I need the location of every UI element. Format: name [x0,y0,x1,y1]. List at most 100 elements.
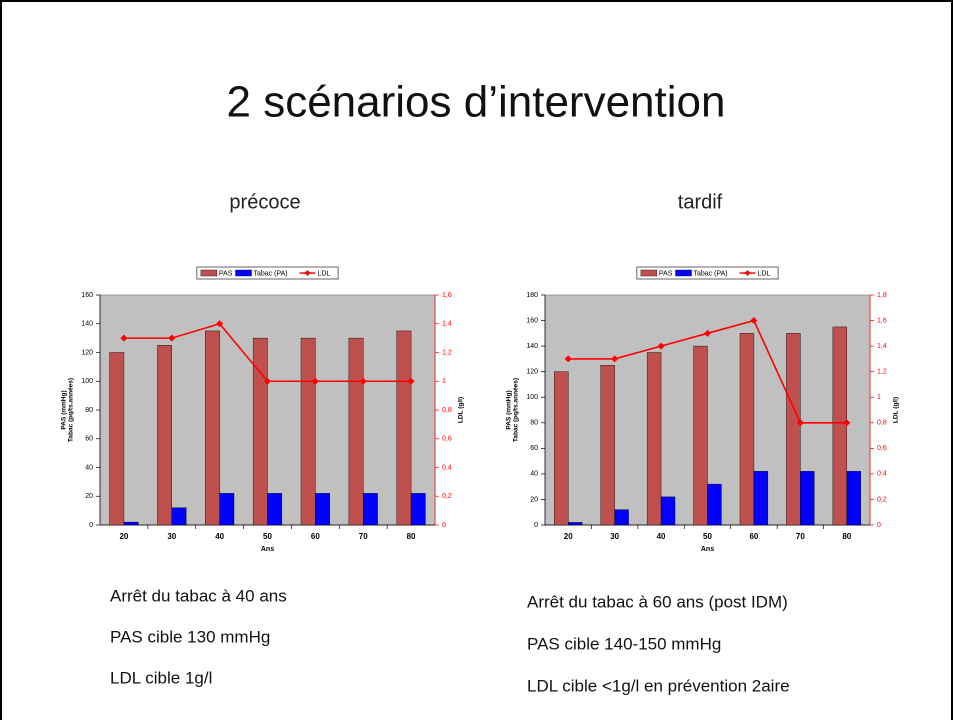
legend-label: PAS [659,270,673,277]
note: PAS cible 140-150 mmHg [527,634,721,653]
y-tick-label: 60 [85,436,93,443]
y2-tick-label: 1,2 [877,369,887,376]
note: Arrêt du tabac à 40 ans [110,586,287,605]
bar [707,483,722,526]
y-tick-label: 100 [81,378,93,385]
ldl-marker [750,317,758,325]
y-tick-label: 60 [530,445,538,452]
bar [315,493,330,526]
note: Arrêt du tabac à 60 ans (post IDM) [527,592,788,611]
y-tick-label: 120 [81,349,93,356]
ldl-marker [216,320,224,328]
y-tick-label: 40 [530,471,538,478]
ldl-marker [359,377,367,385]
y-tick-label: 20 [85,493,93,500]
y-tick-label: 80 [530,420,538,427]
y2-tick-label: 1,6 [877,317,887,324]
bar [846,471,861,526]
y-tick-label: 120 [526,369,538,376]
ldl-marker [704,329,711,337]
y-axis-label: Tabac (pq/ts.années) [513,378,520,442]
legend-swatch [675,269,692,277]
bar [219,493,235,526]
x-axis-label: Ans [701,546,714,553]
bar [396,330,412,526]
x-tick-label: 60 [311,532,320,541]
y2-tick-label: 0,2 [877,496,887,503]
y2-tick-label: 0,4 [442,464,452,471]
y-tick-label: 0 [534,522,538,529]
y-axis-label: PAS (mmHg) [61,390,68,429]
bar [123,521,139,526]
y-axis-label: PAS (mmHg) [506,390,513,429]
bar [753,471,769,526]
y-tick-label: 140 [526,343,538,350]
bar [660,496,676,526]
bar [410,493,426,526]
x-tick-label: 80 [842,532,851,541]
ldl-marker [796,419,804,427]
slide-title: 2 scénarios d’intervention [227,78,726,127]
y-tick-label: 0 [89,522,93,529]
bar [348,337,364,526]
y-tick-label: 160 [526,317,538,324]
x-tick-label: 60 [749,532,758,541]
ldl-marker [657,342,665,350]
y2-tick-label: 1,8 [877,292,887,299]
bar [832,326,847,526]
chart-subtitle: tardif [678,191,723,213]
legend-swatch [235,269,252,277]
legend-label: Tabac (PA) [254,270,288,277]
x-tick-label: 30 [610,532,619,541]
ldl-marker [407,377,415,385]
x-tick-label: 70 [796,532,805,541]
bar [205,330,220,526]
x-tick-label: 70 [359,532,368,541]
y2-axis-label: LDL (g/l) [893,397,900,423]
legend-box [636,266,779,280]
y-tick-label: 140 [81,321,93,328]
y-axis-label: Tabac (pq/ts.années) [68,378,75,442]
y-tick-label: 80 [85,407,93,414]
bar [363,493,378,526]
legend: PAS Tabac (PA) LDL [196,266,339,280]
chart-subtitle: précoce [229,191,300,213]
y2-tick-label: 1,2 [442,349,452,356]
ldl-marker [843,419,851,427]
bar [786,333,801,526]
note: LDL cible 1g/l [110,668,212,687]
legend-label: LDL [318,270,331,277]
ldl-marker [120,334,128,342]
legend-label: LDL [758,270,771,277]
y2-tick-label: 1 [442,378,446,385]
y2-tick-label: 1,4 [877,343,887,350]
y2-tick-label: 0,8 [877,420,887,427]
y-tick-label: 160 [81,292,93,299]
bar [171,507,187,526]
x-axis-label: Ans [261,546,274,553]
x-tick-label: 80 [407,532,416,541]
y2-tick-label: 1 [877,394,881,401]
x-tick-label: 40 [215,532,224,541]
bar [739,333,755,526]
bar [267,493,283,526]
x-tick-label: 30 [167,532,176,541]
bar [646,352,662,526]
ldl-marker [564,355,572,363]
ldl-marker [311,377,319,385]
bar [693,345,708,526]
y-tick-label: 100 [526,394,538,401]
bar [252,337,268,526]
bar [300,337,316,526]
y-tick-label: 180 [526,292,538,299]
legend-label: PAS [219,270,233,277]
legend-swatch [200,269,218,277]
y-tick-label: 40 [85,464,93,471]
x-tick-label: 20 [564,532,573,541]
y2-tick-label: 1,4 [442,321,452,328]
y-tick-label: 20 [530,496,538,503]
legend-box [196,266,339,280]
bar [568,522,583,526]
y2-tick-label: 0,6 [442,436,452,443]
